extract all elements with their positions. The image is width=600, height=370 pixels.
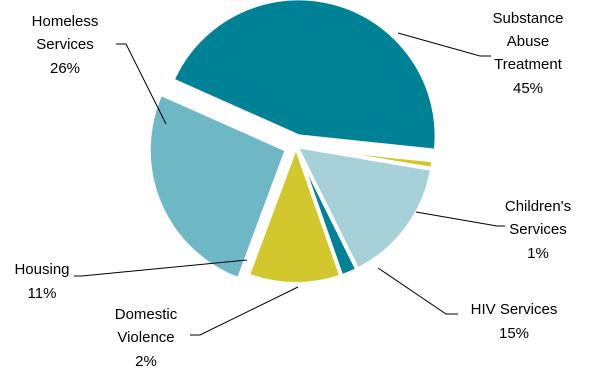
pie-slice-substance-abuse-treatment xyxy=(169,0,439,153)
slice-label-substance-abuse-treatment: Treatment xyxy=(494,56,563,73)
slice-label-substance-abuse-treatment: Substance xyxy=(493,10,564,27)
slice-value-label-childrens-services: 1% xyxy=(527,245,549,262)
slice-label-substance-abuse-treatment: Abuse xyxy=(507,33,550,50)
pie-slice-hiv-services xyxy=(292,143,435,273)
slice-value-label-housing: 11% xyxy=(28,285,57,302)
slice-label-childrens-services: Children's xyxy=(505,198,571,215)
leader-line-housing xyxy=(74,259,248,277)
slice-value-label-substance-abuse-treatment: 45% xyxy=(513,80,543,97)
slice-label-childrens-services: Services xyxy=(509,221,567,238)
chart-body: Substance Abuse Treatment 45% Children's Serv… xyxy=(14,0,571,370)
slice-value-label-domestic-violence: 2% xyxy=(135,353,157,370)
slice-label-domestic-violence: Violence xyxy=(117,329,174,346)
slice-label-homeless-services: Services xyxy=(36,36,94,53)
pie-slice-homeless-services xyxy=(146,91,290,282)
slice-value-label-hiv-services: 15% xyxy=(499,325,529,342)
leader-line-substance-abuse-treatment xyxy=(397,32,491,57)
slice-label-domestic-violence: Domestic xyxy=(115,306,178,323)
leader-line-hiv-services xyxy=(377,267,458,315)
slice-label-homeless-services: Homeless xyxy=(32,13,99,30)
leader-line-homeless-services xyxy=(116,43,167,125)
pie-slice-housing xyxy=(245,140,344,286)
leader-line-domestic-violence xyxy=(190,286,299,336)
slice-value-label-homeless-services: 26% xyxy=(50,60,80,77)
leader-line-childrens-services xyxy=(415,211,505,227)
slice-label-housing: Housing xyxy=(14,261,69,278)
slice-label-hiv-services: HIV Services xyxy=(471,301,558,318)
